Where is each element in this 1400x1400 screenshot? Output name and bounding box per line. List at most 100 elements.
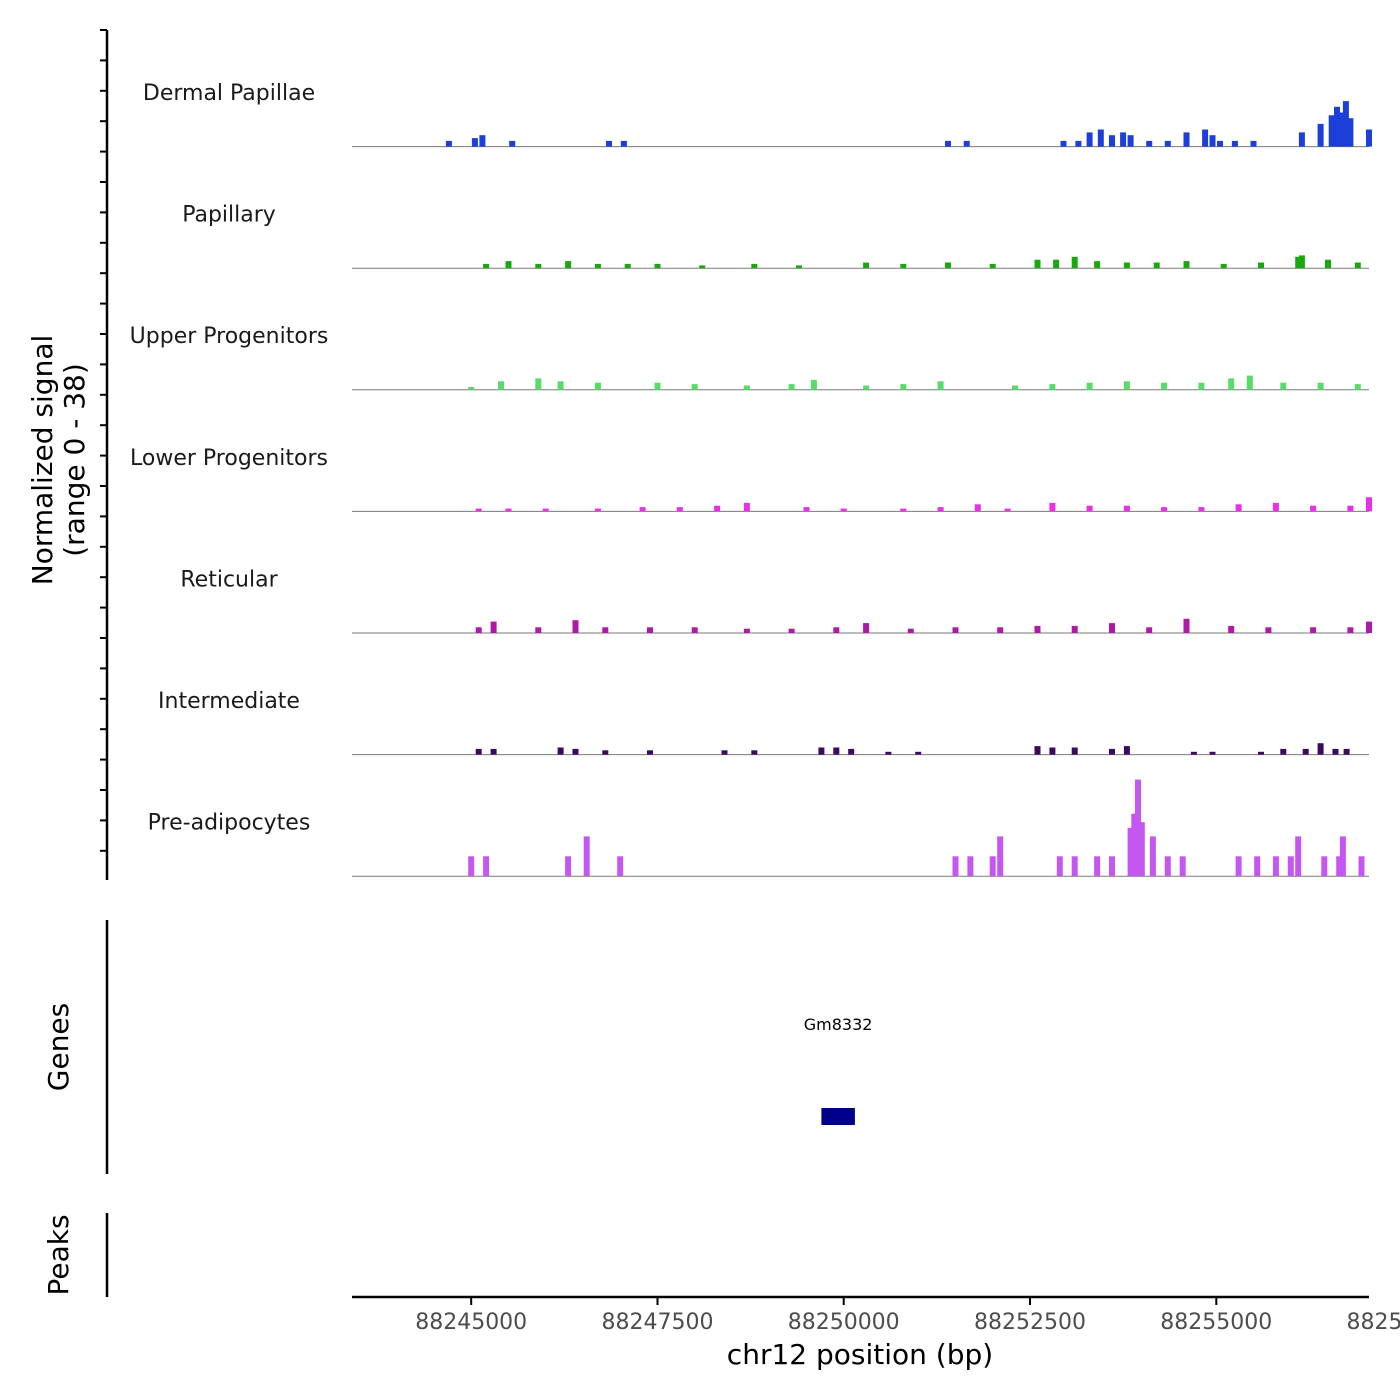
signal-bar <box>542 508 549 512</box>
signal-bar <box>818 747 825 755</box>
signal-bar <box>1228 378 1235 390</box>
signal-bar <box>505 508 512 512</box>
track-upper-progenitors: Upper Progenitors <box>130 324 1369 391</box>
signal-bar <box>1183 618 1190 633</box>
signal-bar <box>743 628 750 633</box>
signal-bar <box>1366 497 1372 512</box>
signal-bar <box>594 263 601 269</box>
signal-bar <box>1317 123 1324 147</box>
signal-bar <box>557 381 564 390</box>
signal-bar <box>1354 262 1361 269</box>
signal-bar <box>848 748 855 755</box>
signal-bar <box>900 263 907 269</box>
x-tick-label: 88250000 <box>788 1310 900 1335</box>
signal-bar <box>483 856 490 877</box>
signal-bar <box>1060 140 1067 147</box>
x-tick-label: 88255000 <box>1160 1310 1272 1335</box>
signal-bar <box>1109 748 1115 755</box>
signal-bar <box>796 265 802 269</box>
signal-bar <box>915 751 922 755</box>
x-tick-label: 88257500 <box>1347 1310 1400 1335</box>
signal-bar <box>1146 627 1153 633</box>
signal-bar <box>565 856 572 877</box>
signal-bar <box>490 621 497 633</box>
signal-bar <box>721 750 728 755</box>
signal-bar <box>1164 856 1171 877</box>
signal-bar <box>691 384 698 390</box>
signal-bar <box>937 507 944 512</box>
signal-bar <box>699 265 706 269</box>
signal-bar <box>1217 140 1223 147</box>
signal-bar <box>1127 827 1134 877</box>
signal-bar <box>1012 385 1019 390</box>
track-papillary: Papillary <box>182 203 1369 269</box>
signal-bar <box>1366 129 1372 147</box>
signal-bar <box>639 507 646 512</box>
signal-bar <box>654 382 661 390</box>
signal-bar <box>1086 382 1093 390</box>
signal-bar <box>583 836 590 877</box>
signal-bar <box>483 263 490 269</box>
signal-bar <box>490 748 497 755</box>
signal-bar <box>1347 627 1354 633</box>
signal-bar <box>647 750 653 755</box>
signal-bar <box>1317 743 1324 755</box>
signal-bar <box>1149 836 1156 877</box>
signal-bar <box>989 856 996 877</box>
signal-bar <box>1325 259 1331 269</box>
signal-bar <box>1339 836 1346 877</box>
x-tick-label: 88252500 <box>974 1310 1086 1335</box>
signal-bar <box>1246 375 1253 390</box>
signal-bar <box>1310 505 1317 512</box>
signal-bar <box>1287 856 1294 877</box>
track-reticular: Reticular <box>180 567 1372 634</box>
signal-bar <box>498 381 504 390</box>
signal-bar <box>572 748 579 755</box>
signal-bar <box>1075 140 1082 147</box>
signal-bar <box>1109 856 1115 877</box>
signal-bar <box>1258 262 1264 269</box>
signal-bar <box>1034 746 1041 755</box>
signal-bar <box>1358 856 1365 877</box>
signal-bar <box>1164 140 1171 147</box>
track-label: Pre-adipocytes <box>148 811 311 836</box>
track-label: Lower Progenitors <box>130 446 328 471</box>
signal-bar <box>1086 132 1093 147</box>
signal-bar <box>1123 505 1130 512</box>
signal-bar <box>606 140 612 147</box>
signal-bar <box>1202 129 1209 147</box>
signal-bar <box>475 508 482 512</box>
signal-bar <box>1295 836 1302 877</box>
signal-bar <box>1161 507 1168 512</box>
signal-bar <box>900 508 907 512</box>
signal-bar <box>937 381 944 390</box>
signal-bar <box>676 507 683 512</box>
x-tick-label: 88245000 <box>415 1310 527 1335</box>
signal-bar <box>1334 106 1340 147</box>
signal-bar <box>602 627 609 633</box>
signal-bar <box>647 627 653 633</box>
signal-bar <box>1183 132 1190 147</box>
signal-bar <box>840 508 847 512</box>
coverage-tracks: Dermal Papillae Papillary Upper Progenitor… <box>130 81 1372 877</box>
signal-bar <box>833 747 840 755</box>
signal-bar <box>1265 627 1272 633</box>
signal-bar <box>952 856 959 877</box>
signal-bar <box>1071 256 1078 269</box>
signal-bar <box>475 748 482 755</box>
signal-bar <box>1209 135 1216 147</box>
track-intermediate: Intermediate <box>158 689 1369 756</box>
signal-bar <box>691 627 698 633</box>
signal-bar <box>1123 381 1130 390</box>
signal-bar <box>1354 384 1361 390</box>
track-dermal-papillae: Dermal Papillae <box>143 81 1372 148</box>
signal-bar <box>509 140 516 147</box>
track-label: Reticular <box>180 567 278 592</box>
signal-bar <box>863 623 870 633</box>
signal-bar <box>1310 627 1317 633</box>
signal-bar <box>1336 856 1343 877</box>
signal-bar <box>1053 259 1060 269</box>
signal-bar <box>974 504 981 512</box>
signal-bar <box>1198 382 1205 390</box>
